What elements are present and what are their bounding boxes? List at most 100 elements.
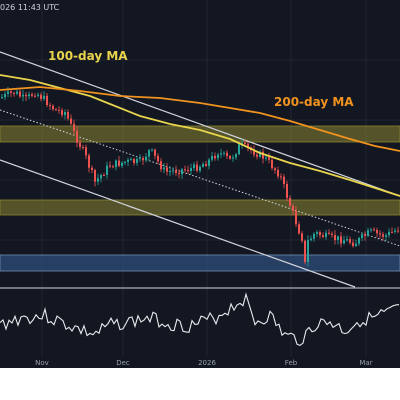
candle-body xyxy=(103,175,105,176)
candle-body xyxy=(298,224,300,234)
candle-body xyxy=(304,240,306,262)
dotted-trendline xyxy=(0,109,400,247)
ma200-annotation: 200-day MA xyxy=(274,95,354,109)
candle-body xyxy=(268,157,270,160)
candle-body xyxy=(76,130,78,143)
candle-body xyxy=(127,159,129,162)
candle-body xyxy=(316,232,318,234)
candle-body xyxy=(262,151,264,159)
candle-body xyxy=(358,238,360,244)
candle-body xyxy=(64,112,66,116)
candle-body xyxy=(178,172,180,174)
candle-body xyxy=(28,94,30,97)
candle-body xyxy=(97,178,99,182)
candle-body xyxy=(319,232,321,236)
candle-body xyxy=(379,233,381,235)
candle-body xyxy=(208,159,210,166)
candle-body xyxy=(232,157,234,159)
trendline-layer xyxy=(0,51,400,288)
candle-body xyxy=(217,154,219,159)
candle-body xyxy=(151,149,153,151)
candle-body xyxy=(40,94,42,99)
candle-body xyxy=(142,158,144,161)
candle-body xyxy=(295,210,297,225)
candle-body xyxy=(271,159,273,169)
candle-body xyxy=(382,234,384,237)
candle-body xyxy=(49,105,51,107)
candle-body xyxy=(244,143,246,144)
candle-body xyxy=(13,92,15,94)
candle-body xyxy=(175,170,177,173)
candle-body xyxy=(238,144,240,155)
candle-body xyxy=(364,234,366,236)
candle-body xyxy=(55,109,57,111)
candle-body xyxy=(202,164,204,167)
candle-body xyxy=(46,95,48,105)
candle-body xyxy=(82,147,84,148)
candle-body xyxy=(94,170,96,182)
candle-body xyxy=(220,153,222,155)
candle-body xyxy=(91,167,93,170)
candle-body xyxy=(274,168,276,171)
candle-body xyxy=(85,147,87,156)
candle-body xyxy=(124,161,126,163)
candle-body xyxy=(331,233,333,235)
candle-body xyxy=(394,230,396,232)
candle-body xyxy=(31,94,33,96)
candle-body xyxy=(352,242,354,246)
candle-body xyxy=(136,158,138,163)
candle-body xyxy=(346,239,348,241)
candle-body xyxy=(7,91,9,94)
candle-body xyxy=(1,97,3,99)
candle-body xyxy=(193,164,195,168)
candle-body xyxy=(334,235,336,241)
candle-body xyxy=(16,91,18,94)
candle-body xyxy=(373,229,375,231)
candle-body xyxy=(148,150,150,157)
candle-body xyxy=(190,168,192,171)
candle-body xyxy=(247,143,249,148)
ma100-annotation: 100-day MA xyxy=(48,49,128,63)
candle-body xyxy=(106,165,108,175)
candle-body xyxy=(292,205,294,211)
candle-body xyxy=(37,94,39,96)
candle-body xyxy=(337,236,339,240)
candle-body xyxy=(154,149,156,156)
candle-body xyxy=(34,95,36,97)
candle-body xyxy=(211,155,213,160)
candle-body xyxy=(259,151,261,157)
candle-body xyxy=(163,167,165,170)
candle-body xyxy=(205,164,207,166)
candle-body xyxy=(310,238,312,241)
candle-body xyxy=(277,170,279,177)
candle-body xyxy=(235,154,237,158)
candle-body xyxy=(115,160,117,168)
candlestick-series xyxy=(1,86,399,267)
ma200-line xyxy=(0,86,400,152)
candle-body xyxy=(289,197,291,206)
candle-body xyxy=(214,155,216,159)
candle-body xyxy=(112,166,114,168)
candle-body xyxy=(145,156,147,161)
candle-body xyxy=(349,239,351,243)
candle-body xyxy=(166,167,168,172)
channel-upper-line xyxy=(0,51,400,197)
candle-body xyxy=(226,152,228,156)
candle-body xyxy=(397,230,399,232)
candle-body xyxy=(355,243,357,246)
candle-body xyxy=(58,109,60,111)
rsi-line xyxy=(0,292,400,347)
candle-body xyxy=(88,155,90,168)
grid-lines xyxy=(0,0,400,356)
candle-body xyxy=(376,230,378,234)
candle-body xyxy=(70,118,72,124)
candle-body xyxy=(361,234,363,238)
candle-body xyxy=(286,184,288,198)
candle-body xyxy=(157,155,159,162)
zone-middle-resistance xyxy=(0,199,400,216)
candle-body xyxy=(52,105,54,110)
price-chart-panel[interactable]: 026 11:43 UTC 100-day MA 200-day MA Nov … xyxy=(0,0,400,368)
candle-body xyxy=(256,154,258,157)
candle-body xyxy=(121,162,123,166)
